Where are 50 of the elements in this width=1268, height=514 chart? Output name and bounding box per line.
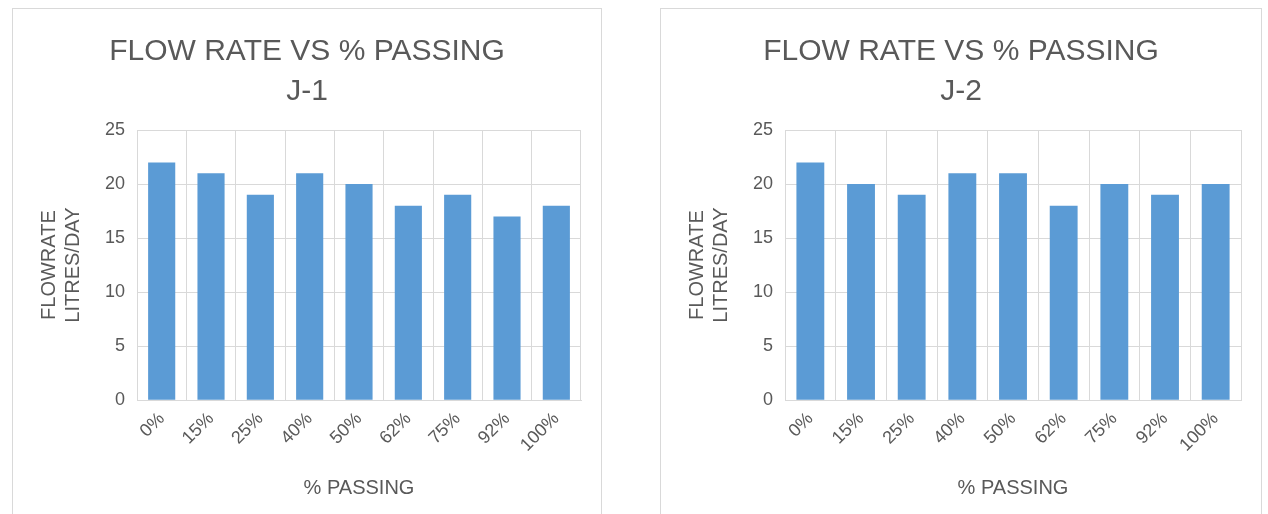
bar (999, 173, 1027, 400)
y-tick-label: 10 (752, 281, 774, 302)
x-tick-label: 62% (375, 408, 415, 448)
x-axis-title: % PASSING (303, 475, 415, 498)
x-tick-label: 50% (325, 408, 366, 448)
y-tick-label: 20 (752, 173, 774, 193)
x-axis-title: % PASSING (957, 475, 1069, 498)
bar (1100, 184, 1129, 400)
bar (948, 173, 977, 400)
x-tick-label: 62% (1030, 408, 1071, 448)
bar (197, 173, 225, 400)
chart-subtitle: J-2 (940, 73, 982, 107)
y-tick-label: 20 (104, 173, 126, 193)
y-tick-label: 10 (104, 281, 126, 302)
bar (1201, 184, 1230, 400)
x-tick-label: 75% (424, 408, 465, 448)
bar (1151, 194, 1179, 400)
x-tick-label: 92% (473, 408, 514, 448)
bar (847, 184, 875, 400)
y-tick-label: 0 (115, 389, 126, 410)
x-tick-label: 75% (1081, 408, 1121, 448)
y-axis-title: FLOWRATE LITRES/DAY (36, 207, 83, 323)
y-tick-label: 15 (752, 227, 774, 248)
chart-subtitle: J-1 (286, 73, 328, 107)
bar (296, 173, 324, 400)
y-tick-label: 25 (752, 118, 774, 139)
x-tick-label: 0% (784, 408, 817, 441)
y-tick-label: 25 (104, 118, 126, 139)
y-tick-label: 15 (104, 227, 126, 248)
bar (897, 194, 926, 400)
bar (542, 205, 570, 400)
bar (493, 216, 521, 400)
y-axis-title: FLOWRATE LITRES/DAY (684, 207, 731, 323)
bar (796, 162, 825, 400)
x-tick-label: 50% (979, 408, 1020, 448)
x-tick-label: 0% (135, 408, 169, 441)
bar (148, 162, 176, 400)
y-tick-label: 5 (115, 335, 126, 356)
bar (394, 205, 422, 400)
y-tick-label: 0 (763, 389, 774, 410)
x-tick-label: 40% (929, 408, 969, 448)
chart-title: FLOW RATE VS % PASSING (763, 33, 1159, 67)
chart-title: FLOW RATE VS % PASSING (109, 33, 505, 67)
bar (444, 194, 472, 400)
x-tick-label: 92% (1131, 408, 1172, 448)
x-tick-label: 40% (276, 408, 317, 448)
bar (345, 184, 373, 400)
bar (246, 194, 274, 400)
y-tick-label: 5 (763, 335, 774, 356)
bar (1049, 205, 1078, 400)
